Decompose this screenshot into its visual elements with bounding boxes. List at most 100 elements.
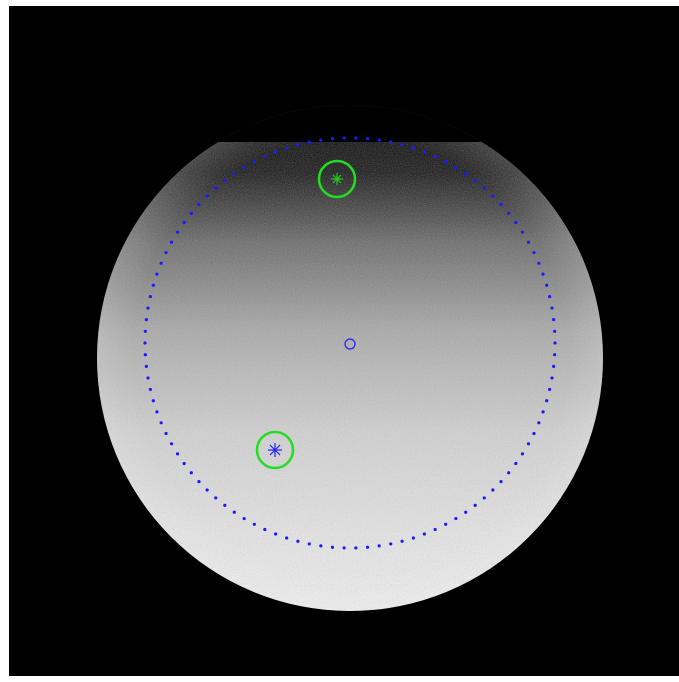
dotted-circle-dot [507, 211, 511, 215]
dotted-circle-dot [164, 250, 168, 255]
dotted-circle-dot [189, 471, 193, 475]
dotted-circle-dot [532, 250, 536, 255]
dotted-circle-dot [473, 179, 477, 183]
dotted-circle-dot [541, 272, 545, 276]
dotted-circle-dot [422, 150, 426, 154]
dotted-circle-dot [146, 376, 150, 380]
dotted-circle-dot [526, 240, 531, 244]
dotted-circle-dot [507, 471, 511, 475]
dotted-circle-dot [354, 546, 358, 550]
dotted-circle-dot [296, 539, 300, 543]
dotted-circle-dot [263, 154, 267, 159]
dotted-circle-dot [182, 220, 186, 225]
dotted-circle-dot [263, 527, 267, 532]
dotted-circle-dot [307, 140, 311, 144]
dotted-circle-dot [400, 143, 404, 147]
dotted-circle-dot [143, 329, 147, 333]
dotted-circle-dot [151, 399, 155, 403]
dotted-circle-dot [319, 138, 323, 142]
dotted-circle-dot [444, 160, 448, 164]
dotted-circle-dot [365, 137, 370, 141]
dotted-circle-dot [411, 536, 415, 540]
dotted-circle-dot [422, 532, 426, 536]
dotted-circle-dot [365, 545, 370, 549]
dotted-circle-dot [553, 341, 557, 345]
dotted-circle-dot [552, 318, 556, 322]
dotted-circle-dot [520, 452, 525, 456]
dotted-circle-dot [164, 431, 168, 436]
dotted-circle-dot [550, 306, 554, 310]
dotted-circle-dot [342, 546, 346, 550]
dotted-circle-dot [205, 488, 209, 492]
dotted-circle-dot [182, 461, 186, 466]
dotted-circle-dot [223, 503, 227, 507]
dotted-circle-dot [553, 329, 557, 333]
dotted-circle-dot [491, 488, 495, 492]
dotted-circle-dot [552, 364, 556, 368]
dotted-circle-dot [252, 522, 256, 526]
dotted-circle-dot [464, 510, 468, 514]
dotted-circle-dot [541, 410, 545, 414]
center-marker [344, 338, 356, 350]
dotted-circle-dot [197, 202, 201, 206]
dotted-circle-dot [433, 527, 437, 532]
dotted-circle-dot [545, 399, 549, 403]
dotted-circle-dot [214, 186, 218, 190]
dotted-circle-dot [146, 306, 150, 310]
dotted-circle-dot [537, 261, 541, 265]
dotted-circle-dot [342, 136, 346, 140]
dotted-circle-dot [144, 364, 148, 368]
dotted-circle-dot [454, 516, 458, 521]
dotted-circle-dot [307, 542, 311, 546]
dotted-circle-dot [223, 179, 227, 183]
dotted-circle-dot [491, 194, 495, 198]
dotted-circle-dot [377, 138, 381, 142]
dotted-circle-dot [499, 202, 503, 206]
dotted-circle-dot [526, 442, 531, 446]
dotted-circle-dot [473, 503, 477, 507]
dotted-circle-dot [285, 146, 289, 150]
dotted-circle-dot [169, 442, 174, 446]
dotted-circle-dot [444, 522, 448, 526]
dotted-circle-dot [482, 496, 486, 500]
dotted-circle-dot [400, 539, 404, 543]
dotted-circle-dot [499, 480, 503, 484]
dotted-circle-dot [189, 211, 193, 215]
dotted-circle-dot [354, 136, 358, 140]
dotted-circle-dot [214, 496, 218, 500]
dotted-circle-dot [532, 431, 536, 436]
dotted-circle-dot [514, 461, 518, 466]
dotted-circle-dot [169, 240, 174, 244]
highlight-ring-top [317, 159, 357, 199]
dotted-circle-dot [411, 146, 415, 150]
dotted-circle-dot [550, 376, 554, 380]
star-marker-bottom [268, 443, 282, 457]
dotted-circle-dot [205, 194, 209, 198]
dotted-circle-dot [143, 341, 147, 345]
dotted-circle-dot [144, 318, 148, 322]
dotted-circle-dot [242, 516, 246, 521]
dotted-circle-dot [537, 421, 541, 425]
dotted-circle-dot [514, 220, 518, 225]
dotted-circle-dot [285, 536, 289, 540]
dotted-circle-dot [197, 480, 201, 484]
dotted-circle-dot [155, 410, 159, 414]
dotted-circle-dot [155, 272, 159, 276]
dotted-circle-dot [159, 421, 163, 425]
dotted-circle-dot [148, 294, 152, 299]
dotted-circle-dot [175, 230, 180, 234]
dotted-circle-dot [482, 186, 486, 190]
dotted-circle-dot [330, 545, 335, 549]
dotted-circle-dot [252, 160, 256, 164]
illuminated-disk [97, 105, 603, 611]
dotted-circle-dot [175, 452, 180, 456]
dotted-circle-dot [151, 283, 155, 287]
dotted-circle-dot [454, 165, 458, 170]
dotted-circle-dot [548, 294, 552, 299]
dotted-circle-dot [274, 532, 278, 536]
dotted-circle-dot [242, 165, 246, 170]
dotted-circle-dot [520, 230, 525, 234]
dotted-circle-dot [159, 261, 163, 265]
dotted-circle-dot [330, 137, 335, 141]
